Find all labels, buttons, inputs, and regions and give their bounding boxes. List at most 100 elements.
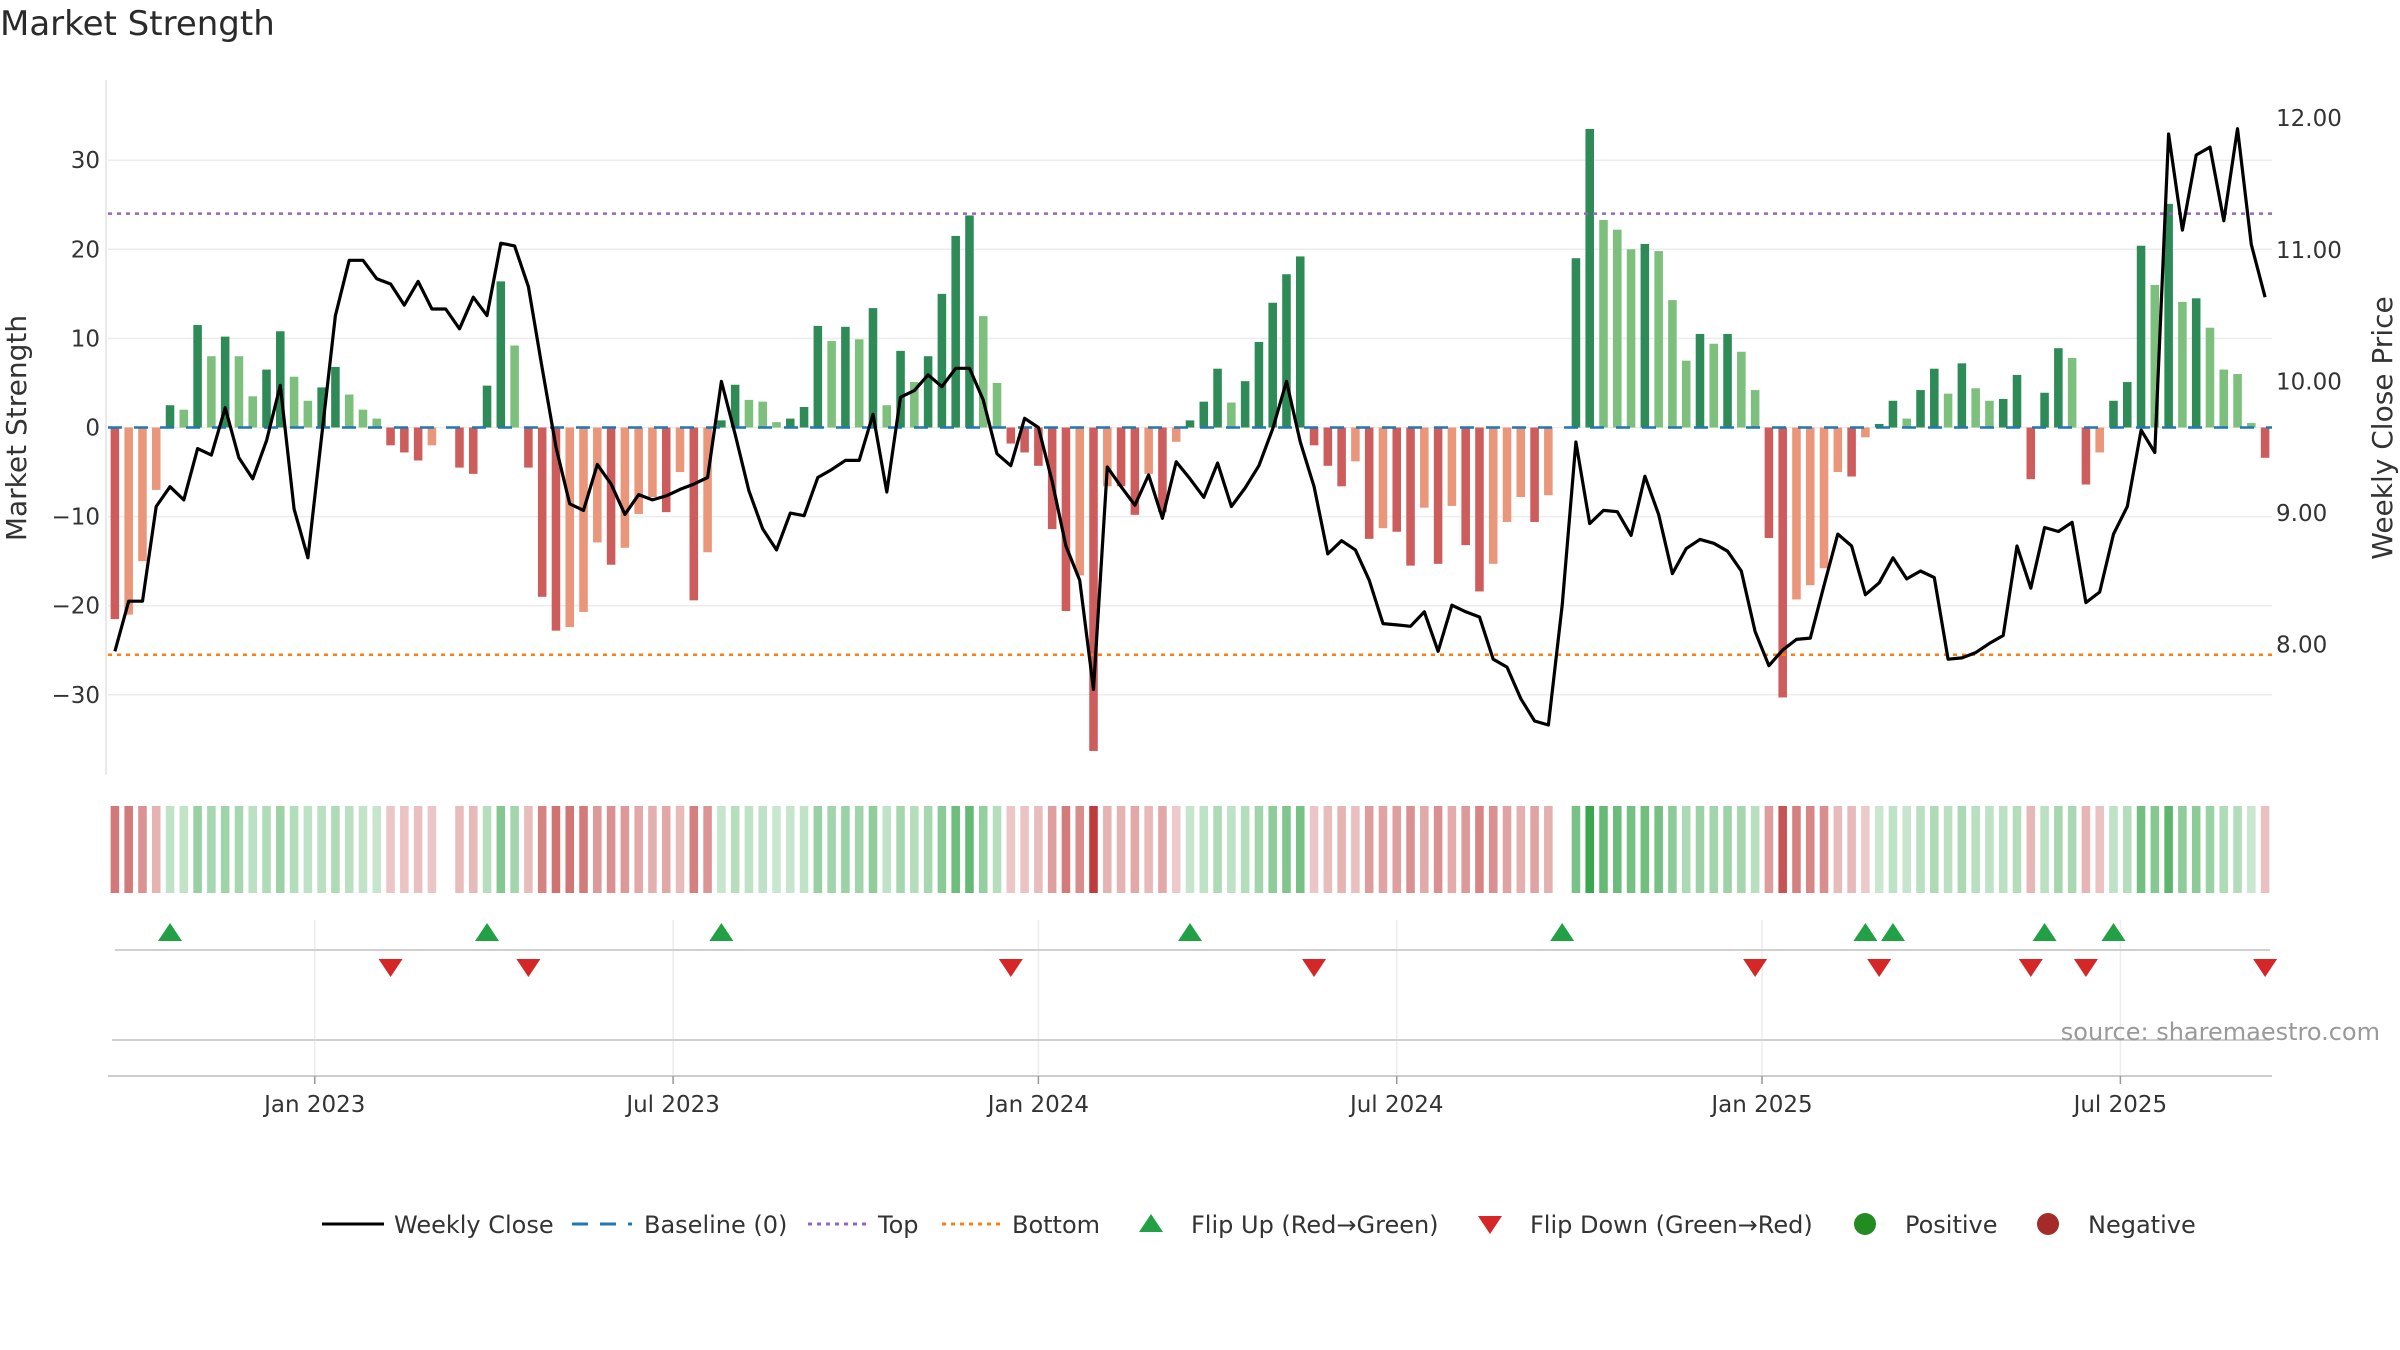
strength-bar [179,409,189,428]
strength-bar [1847,427,1856,477]
heat-cell [1709,806,1719,893]
left-tick-label: 20 [71,237,100,263]
strength-bar [923,356,933,428]
strength-bar [2136,245,2146,428]
strength-bar [1295,256,1305,428]
strength-bar [2081,427,2091,485]
heat-cell [1488,806,1498,893]
legend-label: Flip Down (Green→Red) [1530,1211,1813,1239]
strength-bar [510,345,519,428]
reference-lines [108,212,2272,656]
strength-bar [1433,427,1443,564]
strength-bar [372,418,382,428]
strength-heatstrip [110,806,2270,893]
heat-cell [1833,806,1843,893]
heat-cell [1544,806,1553,893]
strength-bar [2012,374,2022,428]
strength-bar [992,382,1002,428]
strength-bar [1199,401,1209,428]
strength-bar [1447,427,1457,506]
heat-cell [1668,806,1677,893]
x-axis: Jan 2023 Jul 2023 Jan 2024 Jul 2024 Jan 2025… [108,1075,2272,1118]
heat-cell [1571,806,1581,893]
heat-cell [1916,806,1925,893]
heat-cell [1047,806,1057,893]
strength-bar [2095,427,2104,453]
strength-bar [1833,427,1843,473]
strength-bar [593,427,602,543]
heat-cell [1406,806,1415,893]
heat-cell [124,806,133,893]
strength-bar [813,325,823,428]
heat-cell [1420,806,1429,893]
heat-cell [193,806,202,893]
strength-bar [276,331,285,428]
strength-bar [565,427,575,628]
heat-cell [2081,806,2091,893]
heat-cell [1213,806,1222,893]
strength-bar [1764,427,1774,538]
strength-bar [661,427,671,513]
strength-bar [248,396,257,428]
strength-bar [965,215,974,428]
heat-cell [799,806,809,893]
heat-cell [1985,806,1994,893]
strength-bar [1599,219,1608,428]
heat-cell [1116,806,1126,893]
strength-bar [2164,203,2173,428]
strength-bar [675,427,685,473]
heat-cell [2095,806,2104,893]
heat-cell [1654,806,1663,893]
strength-bar [2191,298,2201,428]
heat-cell [1378,806,1388,893]
heat-cell [620,806,630,893]
heat-cell [1737,806,1746,893]
strength-bar [1943,393,1953,428]
heat-cell [1254,806,1264,893]
heat-cell [2150,806,2160,893]
heat-cell [2026,806,2036,893]
strength-bar [1337,427,1346,487]
strength-bar [951,235,960,428]
heat-cell [951,806,960,893]
heat-cell [772,806,781,893]
strength-bar [896,350,905,428]
strength-bar [151,427,161,490]
flip-up-marker [709,923,734,941]
strength-bar [2067,358,2077,428]
strength-bar [289,376,299,428]
heat-cell [2123,806,2132,893]
heat-cell [1461,806,1470,893]
heat-cell [468,806,478,893]
heat-cell [827,806,836,893]
strength-bar [537,427,547,597]
legend-label: Bottom [1012,1211,1100,1239]
strength-bar [1516,427,1526,497]
legend-label: Top [877,1211,919,1239]
heat-cell [1144,806,1153,893]
strength-bar [1998,398,2008,428]
heat-cell [1998,806,2008,893]
heat-cell [1888,806,1898,893]
heat-cell [992,806,1002,893]
weekly-close-line [113,127,2267,727]
strength-bar [1392,427,1402,532]
strength-bar [1985,400,1994,428]
strength-bar [1778,427,1787,698]
heat-cell [220,806,230,893]
strength-bar [1185,420,1195,428]
heat-cell [1020,806,1029,893]
heat-cell [2054,806,2063,893]
heat-cell [675,806,685,893]
heat-cell [372,806,382,893]
strength-bar [854,339,864,428]
strength-bar [2247,423,2256,428]
strength-bar [1640,243,1650,428]
strength-bar [413,427,423,461]
strength-bar [841,326,850,428]
heat-cell [1530,806,1539,893]
strength-bar [910,382,919,428]
legend: Weekly Close Baseline (0) Top Bottom Flip Up… [322,1211,2196,1239]
flip-down-marker [378,959,403,977]
heat-cell [138,806,147,893]
